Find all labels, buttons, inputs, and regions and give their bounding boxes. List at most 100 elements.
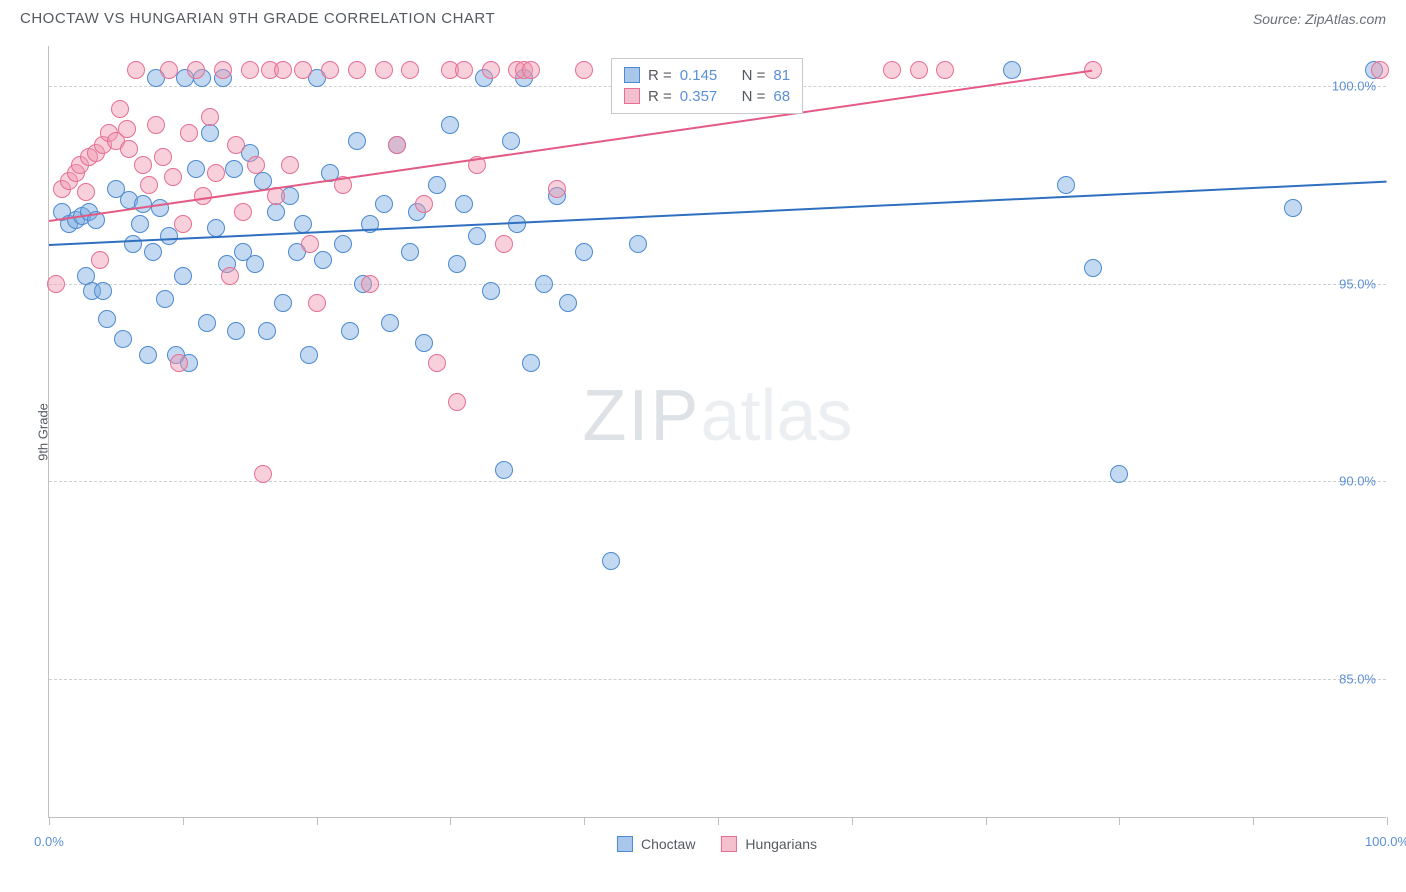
data-point [147,116,165,134]
legend-n-label: N = [742,88,766,105]
data-point [187,160,205,178]
data-point [455,61,473,79]
x-tick [317,817,318,825]
data-point [207,164,225,182]
data-point [381,314,399,332]
data-point [522,354,540,372]
legend-row: R =0.357 N =68 [624,86,790,107]
legend-bottom: Choctaw Hungarians [617,836,817,852]
x-tick-label: 0.0% [34,834,64,849]
data-point [441,116,459,134]
data-point [602,552,620,570]
data-point [154,148,172,166]
legend-label: Hungarians [745,836,817,852]
legend-n-value: 81 [773,67,790,84]
data-point [170,354,188,372]
data-point [207,219,225,237]
data-point [348,132,366,150]
data-point [301,235,319,253]
legend-row: R =0.145 N =81 [624,65,790,86]
data-point [448,255,466,273]
data-point [314,251,332,269]
data-point [575,243,593,261]
legend-item: Hungarians [721,836,817,852]
x-tick [183,817,184,825]
x-tick [1253,817,1254,825]
data-point [274,61,292,79]
legend-swatch [624,67,640,83]
data-point [401,243,419,261]
data-point [201,124,219,142]
data-point [341,322,359,340]
data-point [241,61,259,79]
data-point [482,282,500,300]
data-point [47,275,65,293]
legend-correlation: R =0.145 N =81R =0.357 N =68 [611,58,803,114]
data-point [575,61,593,79]
data-point [134,195,152,213]
data-point [1371,61,1389,79]
data-point [187,61,205,79]
y-tick-label: 100.0% [1332,78,1376,93]
watermark-atlas: atlas [700,376,852,456]
x-tick [986,817,987,825]
data-point [225,160,243,178]
data-point [77,183,95,201]
legend-swatch [617,836,633,852]
data-point [198,314,216,332]
x-tick-label: 100.0% [1365,834,1406,849]
source-label: Source: ZipAtlas.com [1253,11,1386,27]
watermark-zip: ZIP [582,376,700,456]
data-point [348,61,366,79]
data-point [1084,259,1102,277]
data-point [308,294,326,312]
data-point [375,195,393,213]
data-point [936,61,954,79]
data-point [522,61,540,79]
trend-line [49,70,1093,222]
data-point [254,465,272,483]
data-point [559,294,577,312]
data-point [98,310,116,328]
legend-label: Choctaw [641,836,695,852]
data-point [334,235,352,253]
watermark: ZIPatlas [582,375,852,457]
data-point [160,61,178,79]
data-point [1284,199,1302,217]
data-point [428,354,446,372]
data-point [883,61,901,79]
x-tick [718,817,719,825]
data-point [495,461,513,479]
data-point [910,61,928,79]
data-point [321,61,339,79]
x-tick [49,817,50,825]
data-point [120,140,138,158]
data-point [94,282,112,300]
data-point [114,330,132,348]
gridline [49,481,1386,482]
data-point [221,267,239,285]
legend-swatch [721,836,737,852]
x-tick [1119,817,1120,825]
legend-r-value: 0.357 [680,88,718,105]
data-point [375,61,393,79]
chart-container: 9th Grade ZIPatlas 85.0%90.0%95.0%100.0%… [48,46,1386,818]
data-point [294,61,312,79]
data-point [246,255,264,273]
data-point [91,251,109,269]
legend-n-value: 68 [773,88,790,105]
legend-item: Choctaw [617,836,695,852]
data-point [294,215,312,233]
data-point [508,215,526,233]
data-point [201,108,219,126]
data-point [214,61,232,79]
data-point [455,195,473,213]
data-point [428,176,446,194]
data-point [401,61,419,79]
source-name: ZipAtlas.com [1305,11,1386,27]
data-point [180,124,198,142]
data-point [247,156,265,174]
data-point [415,195,433,213]
x-tick [584,817,585,825]
data-point [502,132,520,150]
